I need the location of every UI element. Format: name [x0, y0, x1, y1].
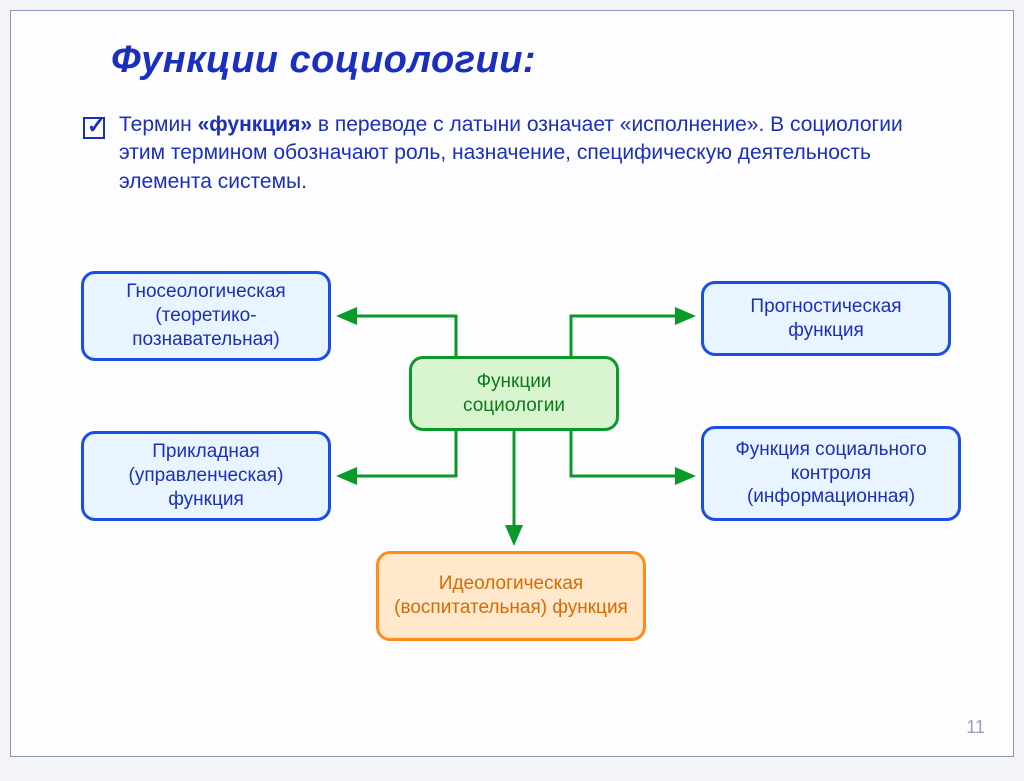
node-n3-label: Прикладная (управленческая) функция — [98, 440, 314, 511]
node-center-label: Функции социологии — [426, 370, 602, 418]
checkbox-icon — [83, 117, 105, 139]
node-gnoseological: Гносеологическая (теоретико-познавательн… — [81, 271, 331, 361]
node-n1-label: Гносеологическая (теоретико-познавательн… — [98, 280, 314, 351]
node-n4-label: Функция социального контроля (информацио… — [718, 438, 944, 509]
node-n2-label: Прогностическая функция — [718, 295, 934, 343]
page-number: 11 — [966, 717, 985, 738]
slide-title: Функции социологии: — [111, 39, 536, 82]
node-social-control: Функция социального контроля (информацио… — [701, 426, 961, 521]
slide-frame: Функции социологии: Термин «функция» в п… — [10, 10, 1014, 757]
node-applied: Прикладная (управленческая) функция — [81, 431, 331, 521]
node-ideological: Идеологическая (воспитательная) функция — [376, 551, 646, 641]
def-bold: «функция» — [198, 113, 312, 136]
functions-diagram: Функции социологии Гносеологическая (тео… — [11, 261, 1013, 756]
node-prognostic: Прогностическая функция — [701, 281, 951, 356]
node-center: Функции социологии — [409, 356, 619, 431]
definition-bullet: Термин «функция» в переводе с латыни озн… — [83, 111, 953, 196]
def-prefix: Термин — [119, 113, 198, 136]
node-n5-label: Идеологическая (воспитательная) функция — [393, 572, 629, 620]
definition-text: Термин «функция» в переводе с латыни озн… — [119, 111, 953, 196]
